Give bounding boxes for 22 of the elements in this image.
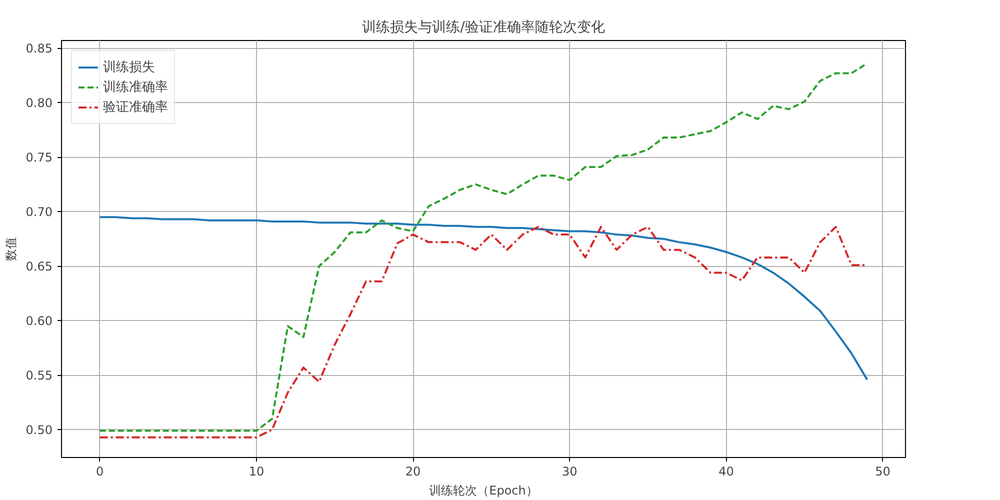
y-tick-label: 0.85 — [26, 42, 52, 56]
y-tick-label: 0.55 — [26, 368, 52, 383]
y-tick-label: 0.75 — [26, 150, 52, 165]
legend-label: 训练准确率 — [103, 79, 168, 96]
line-series — [98, 216, 868, 381]
x-axis-title: 训练轮次（Epoch） — [429, 484, 538, 498]
x-tick-label: 0 — [96, 464, 104, 478]
y-tick-label: 0.60 — [26, 314, 52, 328]
line-series — [98, 62, 868, 432]
y-tick-label: 0.80 — [26, 96, 52, 110]
legend-label: 验证准确率 — [103, 99, 168, 116]
x-tick-label: 50 — [875, 464, 890, 478]
x-tick-label: 20 — [405, 464, 421, 478]
y-tick-label: 0.70 — [26, 205, 52, 220]
y-axis-title: 数值 — [4, 237, 18, 261]
x-tick-label: 10 — [248, 464, 264, 478]
x-tick-label: 40 — [718, 464, 734, 478]
legend-label: 训练损失 — [103, 59, 155, 76]
y-tick-label: 0.65 — [26, 260, 52, 274]
y-tick-label: 0.50 — [26, 423, 52, 438]
chart-title: 训练损失与训练/验证准确率随轮次变化 — [362, 20, 605, 36]
x-tick-label: 30 — [562, 464, 578, 478]
